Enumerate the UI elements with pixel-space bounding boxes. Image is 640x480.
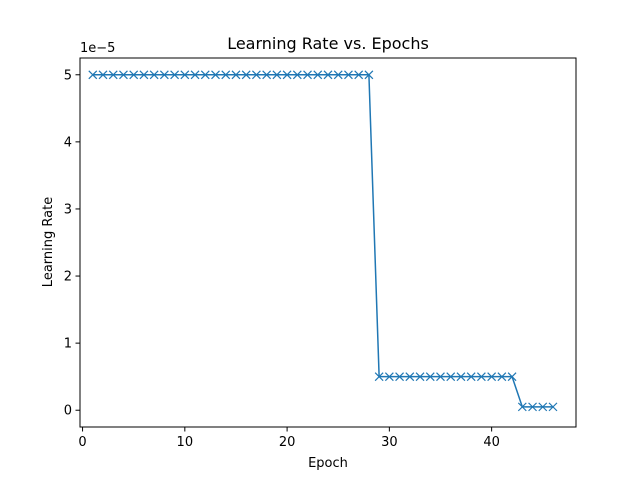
data-point-marker bbox=[497, 372, 507, 382]
data-point-marker bbox=[241, 70, 251, 80]
x-tick-label: 30 bbox=[381, 435, 398, 450]
data-point-marker bbox=[129, 70, 139, 80]
data-point-marker bbox=[354, 70, 364, 80]
data-point-marker bbox=[446, 372, 456, 382]
data-point-marker bbox=[262, 70, 272, 80]
data-point-marker bbox=[313, 70, 323, 80]
data-point-marker bbox=[292, 70, 302, 80]
data-point-marker bbox=[98, 70, 108, 80]
data-point-marker bbox=[119, 70, 128, 80]
data-point-marker bbox=[374, 372, 384, 382]
data-point-marker bbox=[282, 70, 292, 80]
y-axis-ticks: 0 1 2 3 4 5 bbox=[64, 68, 80, 419]
y-axis-scale-label: 1e−5 bbox=[80, 41, 115, 56]
y-tick-label: 4 bbox=[64, 135, 72, 150]
data-point-marker bbox=[272, 70, 282, 80]
data-point-marker bbox=[211, 70, 220, 80]
data-point-marker bbox=[395, 372, 405, 382]
data-point-marker bbox=[425, 372, 435, 382]
x-axis-label: Epoch bbox=[308, 456, 348, 471]
y-tick-label: 2 bbox=[64, 270, 72, 285]
data-point-marker bbox=[200, 70, 210, 80]
x-tick-label: 40 bbox=[483, 435, 500, 450]
data-point-marker bbox=[528, 402, 537, 412]
x-tick-label: 20 bbox=[279, 435, 296, 450]
data-point-marker bbox=[538, 402, 548, 412]
data-point-marker bbox=[548, 402, 558, 412]
data-point-marker bbox=[344, 70, 353, 80]
data-point-marker bbox=[149, 70, 159, 80]
data-point-marker bbox=[251, 70, 261, 80]
data-point-marker bbox=[456, 372, 466, 382]
y-tick-label: 1 bbox=[64, 337, 72, 352]
data-point-marker bbox=[170, 70, 180, 80]
data-point-marker bbox=[303, 70, 312, 80]
x-axis-ticks: 0 10 20 30 40 bbox=[78, 427, 500, 450]
x-tick-label: 10 bbox=[177, 435, 194, 450]
data-point-marker bbox=[517, 402, 527, 412]
data-point-marker bbox=[190, 70, 200, 80]
data-point-marker bbox=[466, 372, 476, 382]
chart-title: Learning Rate vs. Epochs bbox=[227, 34, 429, 53]
data-point-marker bbox=[159, 70, 169, 80]
data-point-marker bbox=[405, 372, 415, 382]
data-point-marker bbox=[364, 70, 374, 80]
data-point-marker bbox=[88, 70, 98, 80]
data-point-marker bbox=[436, 372, 445, 382]
y-tick-label: 0 bbox=[64, 404, 72, 419]
data-point-marker bbox=[108, 70, 118, 80]
data-point-marker bbox=[415, 372, 425, 382]
data-point-marker bbox=[180, 70, 190, 80]
data-point-marker bbox=[139, 70, 149, 80]
plot-area bbox=[88, 70, 558, 412]
data-point-marker bbox=[507, 372, 517, 382]
x-tick-label: 0 bbox=[78, 435, 86, 450]
y-axis-label: Learning Rate bbox=[41, 197, 56, 287]
axes-frame bbox=[79, 57, 577, 428]
data-point-marker bbox=[487, 372, 497, 382]
data-point-marker bbox=[323, 70, 333, 80]
data-point-marker bbox=[384, 372, 394, 382]
y-tick-label: 5 bbox=[64, 68, 72, 83]
data-point-marker bbox=[333, 70, 343, 80]
data-point-marker bbox=[476, 372, 486, 382]
series-line bbox=[92, 74, 553, 408]
y-tick-label: 3 bbox=[64, 202, 72, 217]
data-point-marker bbox=[231, 70, 241, 80]
data-point-marker bbox=[221, 70, 231, 80]
